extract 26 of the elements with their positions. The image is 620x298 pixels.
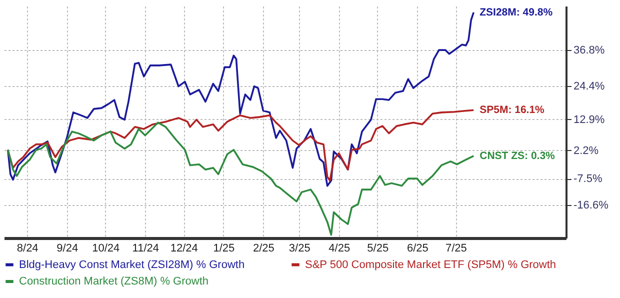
y-tick-label: 12.9% (574, 114, 605, 126)
x-tick-label: 8/24 (16, 242, 38, 254)
x-tick-label: 2/25 (252, 242, 274, 254)
x-tick-label: 4/25 (328, 242, 350, 254)
y-tick-label: 2.2% (574, 144, 599, 157)
annotation: CNST ZS: 0.3% (480, 150, 556, 162)
x-tick-label: 10/24 (92, 242, 120, 254)
x-tick-label: 11/24 (132, 242, 159, 254)
line-series (6, 11, 475, 187)
y-tick-label: -7.5% (574, 173, 602, 186)
legend-label: Construction Market (ZS8M) % Growth (19, 276, 208, 288)
y-tick-label: 24.4% (574, 80, 605, 93)
legend-label: S&P 500 Composite Market ETF (SP5M) % Growth (305, 258, 556, 271)
legend-label: Bldg-Heavy Const Market (ZSI28M) % Growth (19, 258, 245, 271)
y-tick-label: 36.8% (574, 44, 605, 57)
annotation: SP5M: 16.1% (480, 104, 546, 116)
x-tick-label: 5/25 (367, 242, 389, 254)
line-series (6, 122, 475, 236)
x-tick-label: 3/25 (288, 242, 310, 254)
x-tick-label: 1/25 (213, 242, 235, 254)
y-tick-label: -16.6% (574, 199, 609, 212)
x-tick-label: 9/24 (56, 242, 78, 254)
x-tick-label: 12/24 (170, 242, 198, 254)
annotation: ZSI28M: 49.8% (480, 6, 554, 18)
x-tick-label: 6/25 (406, 242, 428, 254)
x-tick-label: 7/25 (445, 242, 467, 254)
